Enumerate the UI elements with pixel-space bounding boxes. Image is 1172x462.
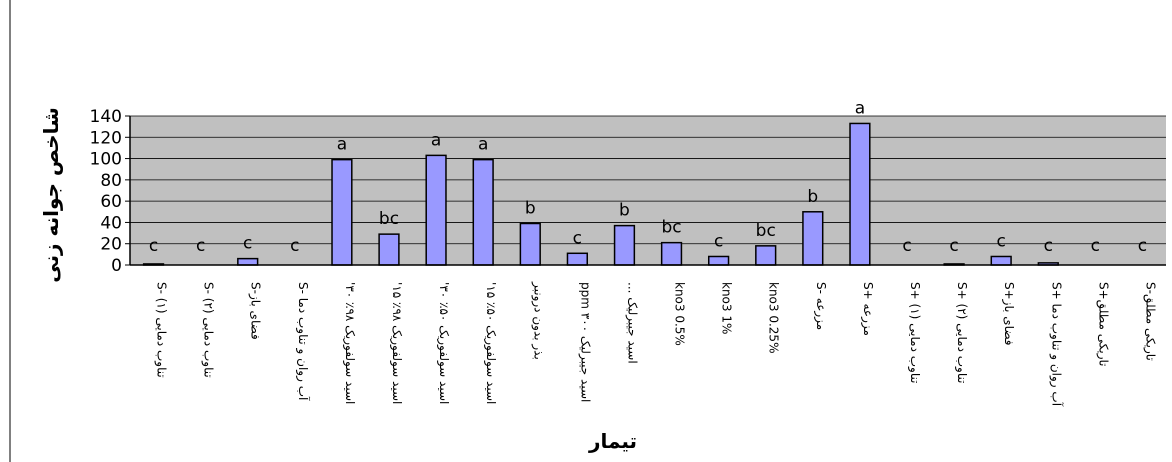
bar [707, 255, 730, 266]
y-tick-label: 60 [100, 192, 122, 212]
category-label: اسید سولفوریک ۵۰٪ ۱۵' [483, 282, 498, 404]
bar [425, 154, 447, 266]
y-tick-label: 0 [111, 256, 122, 276]
bar [519, 222, 541, 266]
category-label: تاریکی مطلق+S [1095, 282, 1110, 367]
y-tick-label: 100 [90, 150, 122, 170]
category-labels: تناوب دمایی (۱) -S تناوب دمایی (۲) -S فضای… [154, 281, 1158, 407]
y-tick-label: 120 [90, 128, 122, 148]
category-label: تناوب دمایی (۲) +S [954, 282, 969, 383]
y-axis-title: شاخص جوانه زنی [39, 107, 63, 283]
category-label: اسید سولفوریک ۹۸٪ ۱۵' [389, 282, 404, 404]
y-tick-label: 80 [100, 171, 122, 191]
bar [660, 241, 683, 266]
significance-label: c [196, 236, 205, 256]
significance-label: b [525, 198, 536, 218]
category-label: اسید سولفوریک ۹۸٪ ۳۰' [342, 282, 357, 404]
category-label: kno3 1% [720, 282, 734, 334]
bar [472, 158, 494, 266]
bar [566, 252, 589, 266]
significance-label: c [949, 236, 958, 256]
category-label: تناوب دمایی (۱) -S [154, 282, 169, 378]
significance-label: c [149, 236, 158, 256]
category-label: فضای باز+S [1001, 282, 1016, 345]
significance-label: b [807, 187, 818, 207]
category-label: kno3 0.25% [767, 282, 781, 353]
bar [990, 255, 1012, 266]
category-label: تناوب دمایی (۲) -S [201, 282, 216, 378]
category-label: تناوب دمایی (۱) +S [907, 282, 922, 383]
category-label: اسید سولفوریک ۵۰٪ ۳۰' [436, 282, 451, 404]
bar [378, 233, 400, 266]
category-label: اسید جیبرلیک ۳۰۰ ppm [577, 282, 592, 402]
category-label: تاریکی مطلق-S [1142, 282, 1157, 361]
bar [849, 122, 871, 266]
significance-label: c [1044, 236, 1053, 256]
bar [613, 224, 636, 266]
significance-label: c [997, 231, 1006, 251]
significance-label: b [619, 201, 630, 221]
bar [331, 158, 353, 266]
y-tick-label: 140 [90, 107, 122, 127]
bar [237, 257, 259, 266]
y-tick-label: 20 [100, 235, 122, 255]
significance-label: bc [756, 221, 776, 241]
significance-label: c [714, 231, 723, 251]
y-tick-label: 40 [100, 213, 122, 233]
significance-label: a [337, 135, 347, 155]
significance-label: a [431, 130, 441, 150]
category-label: مزرعه +S [860, 282, 875, 336]
significance-label: c [243, 234, 252, 254]
significance-label: c [902, 236, 911, 256]
significance-label: c [1091, 236, 1100, 256]
x-axis-title: تیمار [588, 429, 637, 453]
plot-area [130, 116, 1166, 265]
category-label: آب روان و تناوب دما +S [1048, 282, 1064, 407]
significance-label: c [290, 236, 299, 256]
category-label: بذر بدون درونبر [530, 281, 545, 360]
category-label: فضای باز-S [248, 282, 263, 340]
category-label: اسید جیبرلیک ... [624, 282, 639, 364]
significance-label: a [478, 135, 488, 155]
bar [755, 245, 777, 266]
significance-label: a [855, 98, 865, 118]
significance-label: bc [379, 209, 399, 229]
gridlines [130, 115, 1166, 245]
category-label: آب روان و تناوب دما -S [295, 282, 311, 401]
significance-label: c [573, 228, 582, 248]
significance-label: bc [661, 218, 681, 238]
bar [802, 211, 824, 266]
category-label: مزرعه -S [813, 282, 828, 330]
category-label: kno3 0.5% [673, 282, 687, 346]
significance-label: c [1138, 236, 1147, 256]
